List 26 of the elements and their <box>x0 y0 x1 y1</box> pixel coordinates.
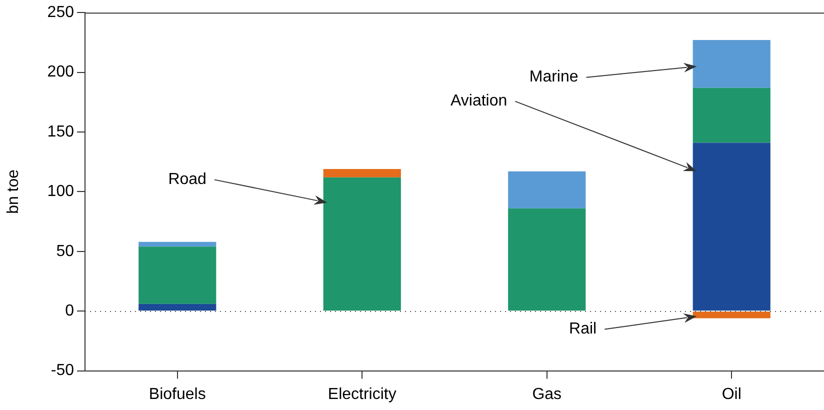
x-tick-label: Oil <box>722 386 742 403</box>
y-tick-label: -50 <box>50 362 74 380</box>
y-tick-label: 50 <box>56 242 74 260</box>
y-tick-label: 0 <box>65 302 74 320</box>
bar <box>508 171 586 208</box>
bar <box>692 40 770 88</box>
bar <box>323 169 401 178</box>
y-tick-label: 100 <box>47 183 74 200</box>
x-tick-label: Electricity <box>328 386 396 403</box>
y-tick-label: 200 <box>47 64 74 81</box>
bar <box>138 242 216 247</box>
text: Road <box>168 171 206 188</box>
text: Marine <box>529 68 578 86</box>
x-tick-label: Biofuels <box>148 386 206 403</box>
bar <box>323 177 401 311</box>
bar <box>508 208 586 311</box>
bar <box>692 88 770 143</box>
bar <box>138 304 216 311</box>
bar <box>138 246 216 304</box>
text: Aviation <box>450 92 508 110</box>
y-axis-title: bn toe <box>5 169 22 214</box>
y-tick-label: 150 <box>47 123 74 140</box>
y-tick-label: 250 <box>47 4 74 22</box>
x-tick-label: Gas <box>532 386 562 403</box>
text: Rail <box>569 320 597 338</box>
bar <box>692 142 770 311</box>
